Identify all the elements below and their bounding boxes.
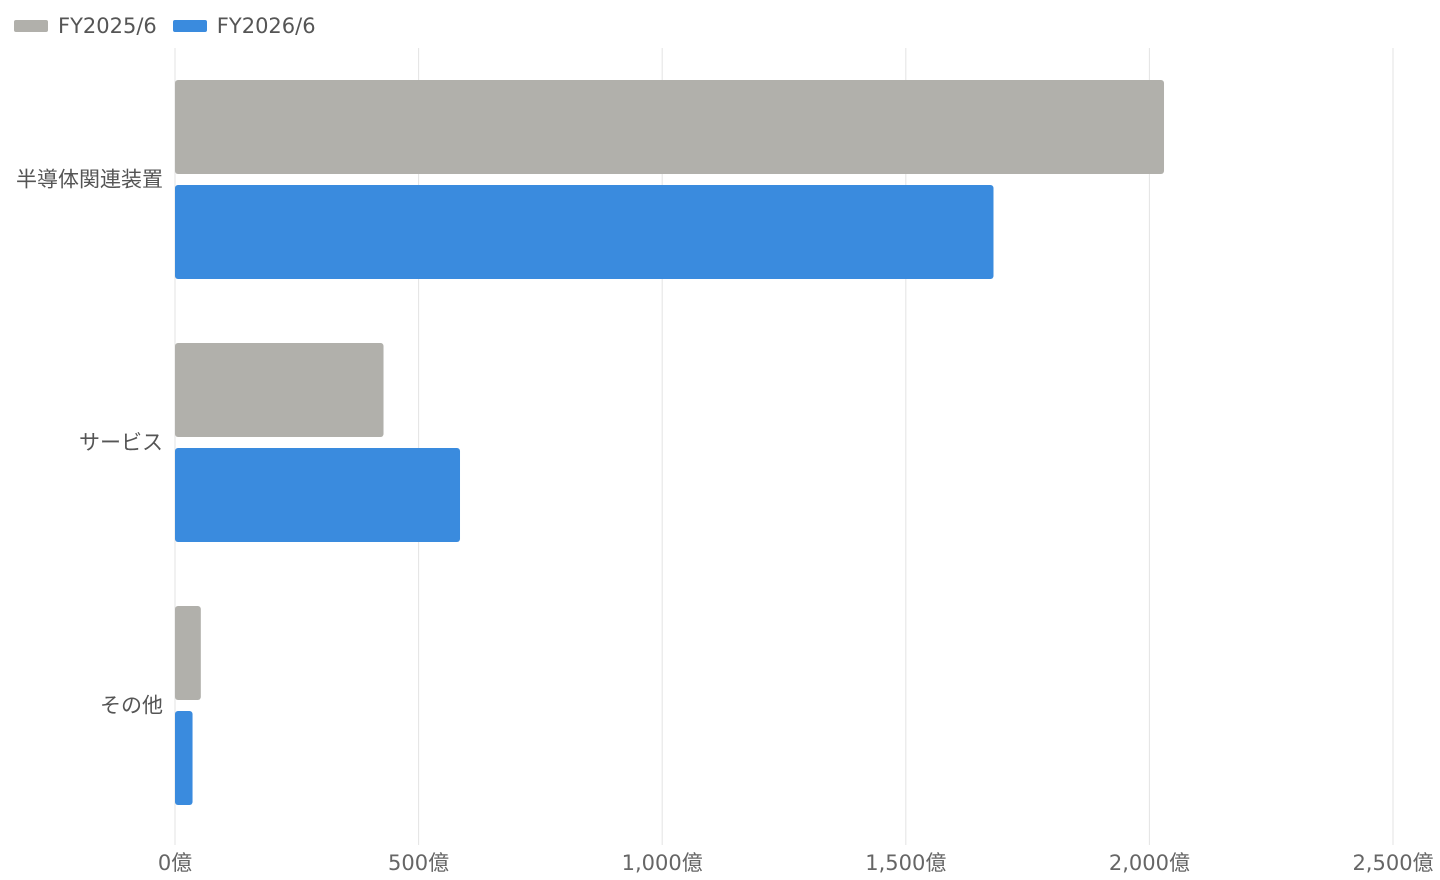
legend-label-fy2026: FY2026/6 [216, 14, 316, 38]
legend-swatch-fy2025 [14, 20, 48, 32]
x-tick-label-500: 500億 [388, 851, 449, 875]
x-tick-label-1000: 1,000億 [622, 851, 703, 875]
legend: FY2025/6 FY2026/6 [14, 10, 316, 42]
legend-item-fy2026[interactable]: FY2026/6 [172, 14, 316, 38]
x-tick-labels: 0億 500億 1,000億 1,500億 2,000億 2,500億 [158, 851, 1434, 875]
x-tick-label-2000: 2,000億 [1109, 851, 1190, 875]
category-label-0: 半導体関連装置 [16, 168, 163, 192]
category-label-2: その他 [100, 694, 163, 718]
bar-0-series-1[interactable] [175, 185, 994, 279]
bars [175, 80, 1165, 805]
legend-item-fy2025[interactable]: FY2025/6 [14, 14, 157, 38]
legend-label-fy2025: FY2025/6 [58, 14, 157, 38]
x-tick-label-1500: 1,500億 [865, 851, 946, 875]
bar-2-series-1[interactable] [175, 711, 193, 805]
bar-2-series-0[interactable] [175, 606, 201, 700]
x-tick-label-0: 0億 [158, 851, 192, 875]
legend-swatch-fy2026 [172, 20, 207, 32]
bar-1-series-1[interactable] [175, 448, 461, 542]
gridlines [174, 48, 1394, 845]
bar-0-series-0[interactable] [175, 80, 1165, 174]
x-tick-label-2500: 2,500億 [1352, 851, 1433, 875]
bar-1-series-0[interactable] [175, 343, 384, 437]
category-label-1: サービス [79, 431, 163, 455]
